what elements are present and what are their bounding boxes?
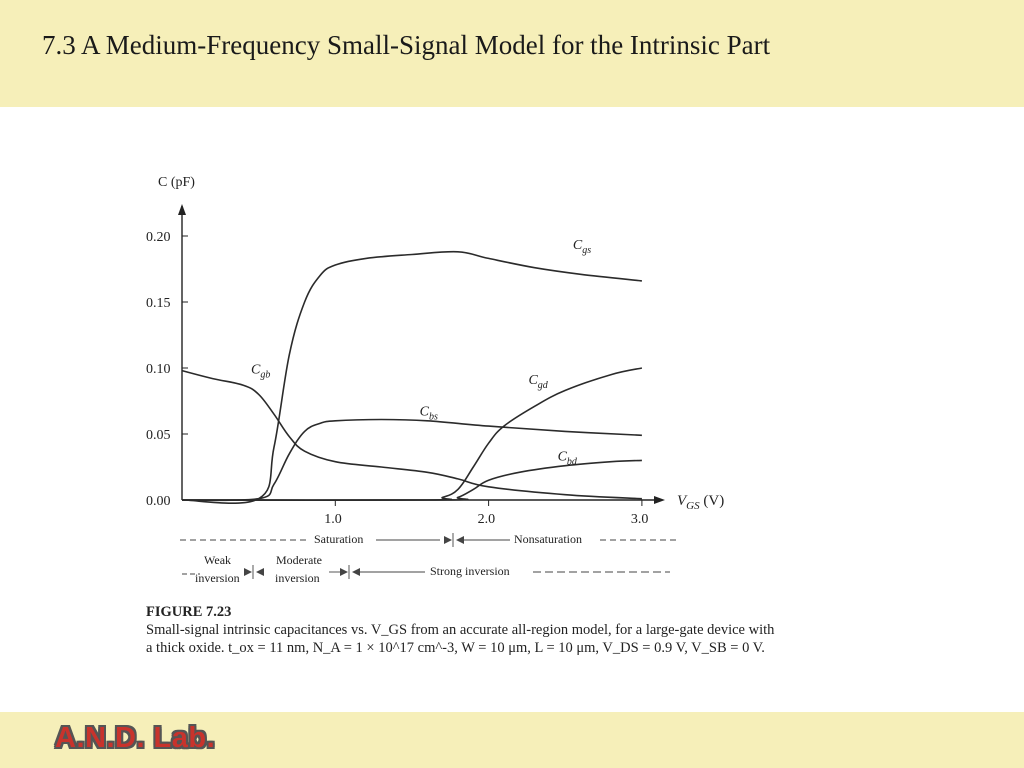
region-moderate-2: inversion (275, 571, 320, 585)
region-weak-2: inversion (195, 571, 240, 585)
series-line-cgs (181, 250, 642, 505)
y-tick-label: 0.15 (146, 296, 171, 311)
region-strong: Strong inversion (430, 564, 510, 578)
y-tick-label: 0.10 (146, 362, 171, 377)
region-nonsaturation: Nonsaturation (514, 532, 582, 546)
series-label-cbs: Cbs (420, 405, 438, 423)
region-arrow-nonsat (456, 536, 464, 544)
series-label-cbd: Cbd (558, 449, 578, 467)
footer-band (0, 712, 1024, 768)
lab-logo: A.N.D. Lab. (55, 722, 216, 754)
y-tick-label: 0.00 (146, 494, 171, 509)
capacitance-chart: C (pF) VGS (V) 0.00 0.05 0.10 0.15 0.20 1.0 2.… (146, 175, 724, 585)
series-label-cgb: Cgb (251, 362, 270, 380)
region-arrow-sat (444, 536, 452, 544)
region-weak: Weak (204, 553, 231, 567)
x-tick-label: 3.0 (631, 512, 649, 527)
y-tick-label: 0.05 (146, 428, 171, 443)
slide-title: 7.3 A Medium-Frequency Small-Signal Mode… (42, 30, 771, 60)
x-axis-label: VGS (V) (677, 493, 724, 512)
caption-line-2: a thick oxide. t_ox = 11 nm, N_A = 1 × 1… (146, 640, 765, 656)
x-tick-label: 1.0 (324, 512, 342, 527)
region-arrow-weak (244, 568, 252, 576)
region-moderate: Moderate (276, 553, 322, 567)
figure-caption: FIGURE 7.23 Small-signal intrinsic capac… (146, 604, 906, 657)
title-band (0, 0, 1024, 107)
y-axis-label: C (pF) (158, 175, 195, 190)
y-axis-arrow (178, 204, 186, 215)
figure-number: FIGURE 7.23 (146, 604, 232, 620)
series-line-cgb (181, 369, 642, 500)
caption-line-1: Small-signal intrinsic capacitances vs. … (146, 622, 775, 638)
region-saturation: Saturation (314, 532, 363, 546)
region-arrow-moderate-r (340, 568, 348, 576)
series-line-cbs (181, 418, 642, 502)
region-indicators: Saturation Nonsaturation Weak inversion … (180, 532, 680, 585)
y-tick-label: 0.20 (146, 230, 171, 245)
x-tick-label: 2.0 (478, 512, 496, 527)
region-arrow-strong (352, 568, 360, 576)
series-label-cgd: Cgd (528, 373, 548, 391)
series-line-cbd (181, 459, 642, 502)
x-axis-arrow (654, 496, 665, 504)
series-label-cgs: Cgs (573, 238, 591, 256)
region-arrow-moderate-l (256, 568, 264, 576)
